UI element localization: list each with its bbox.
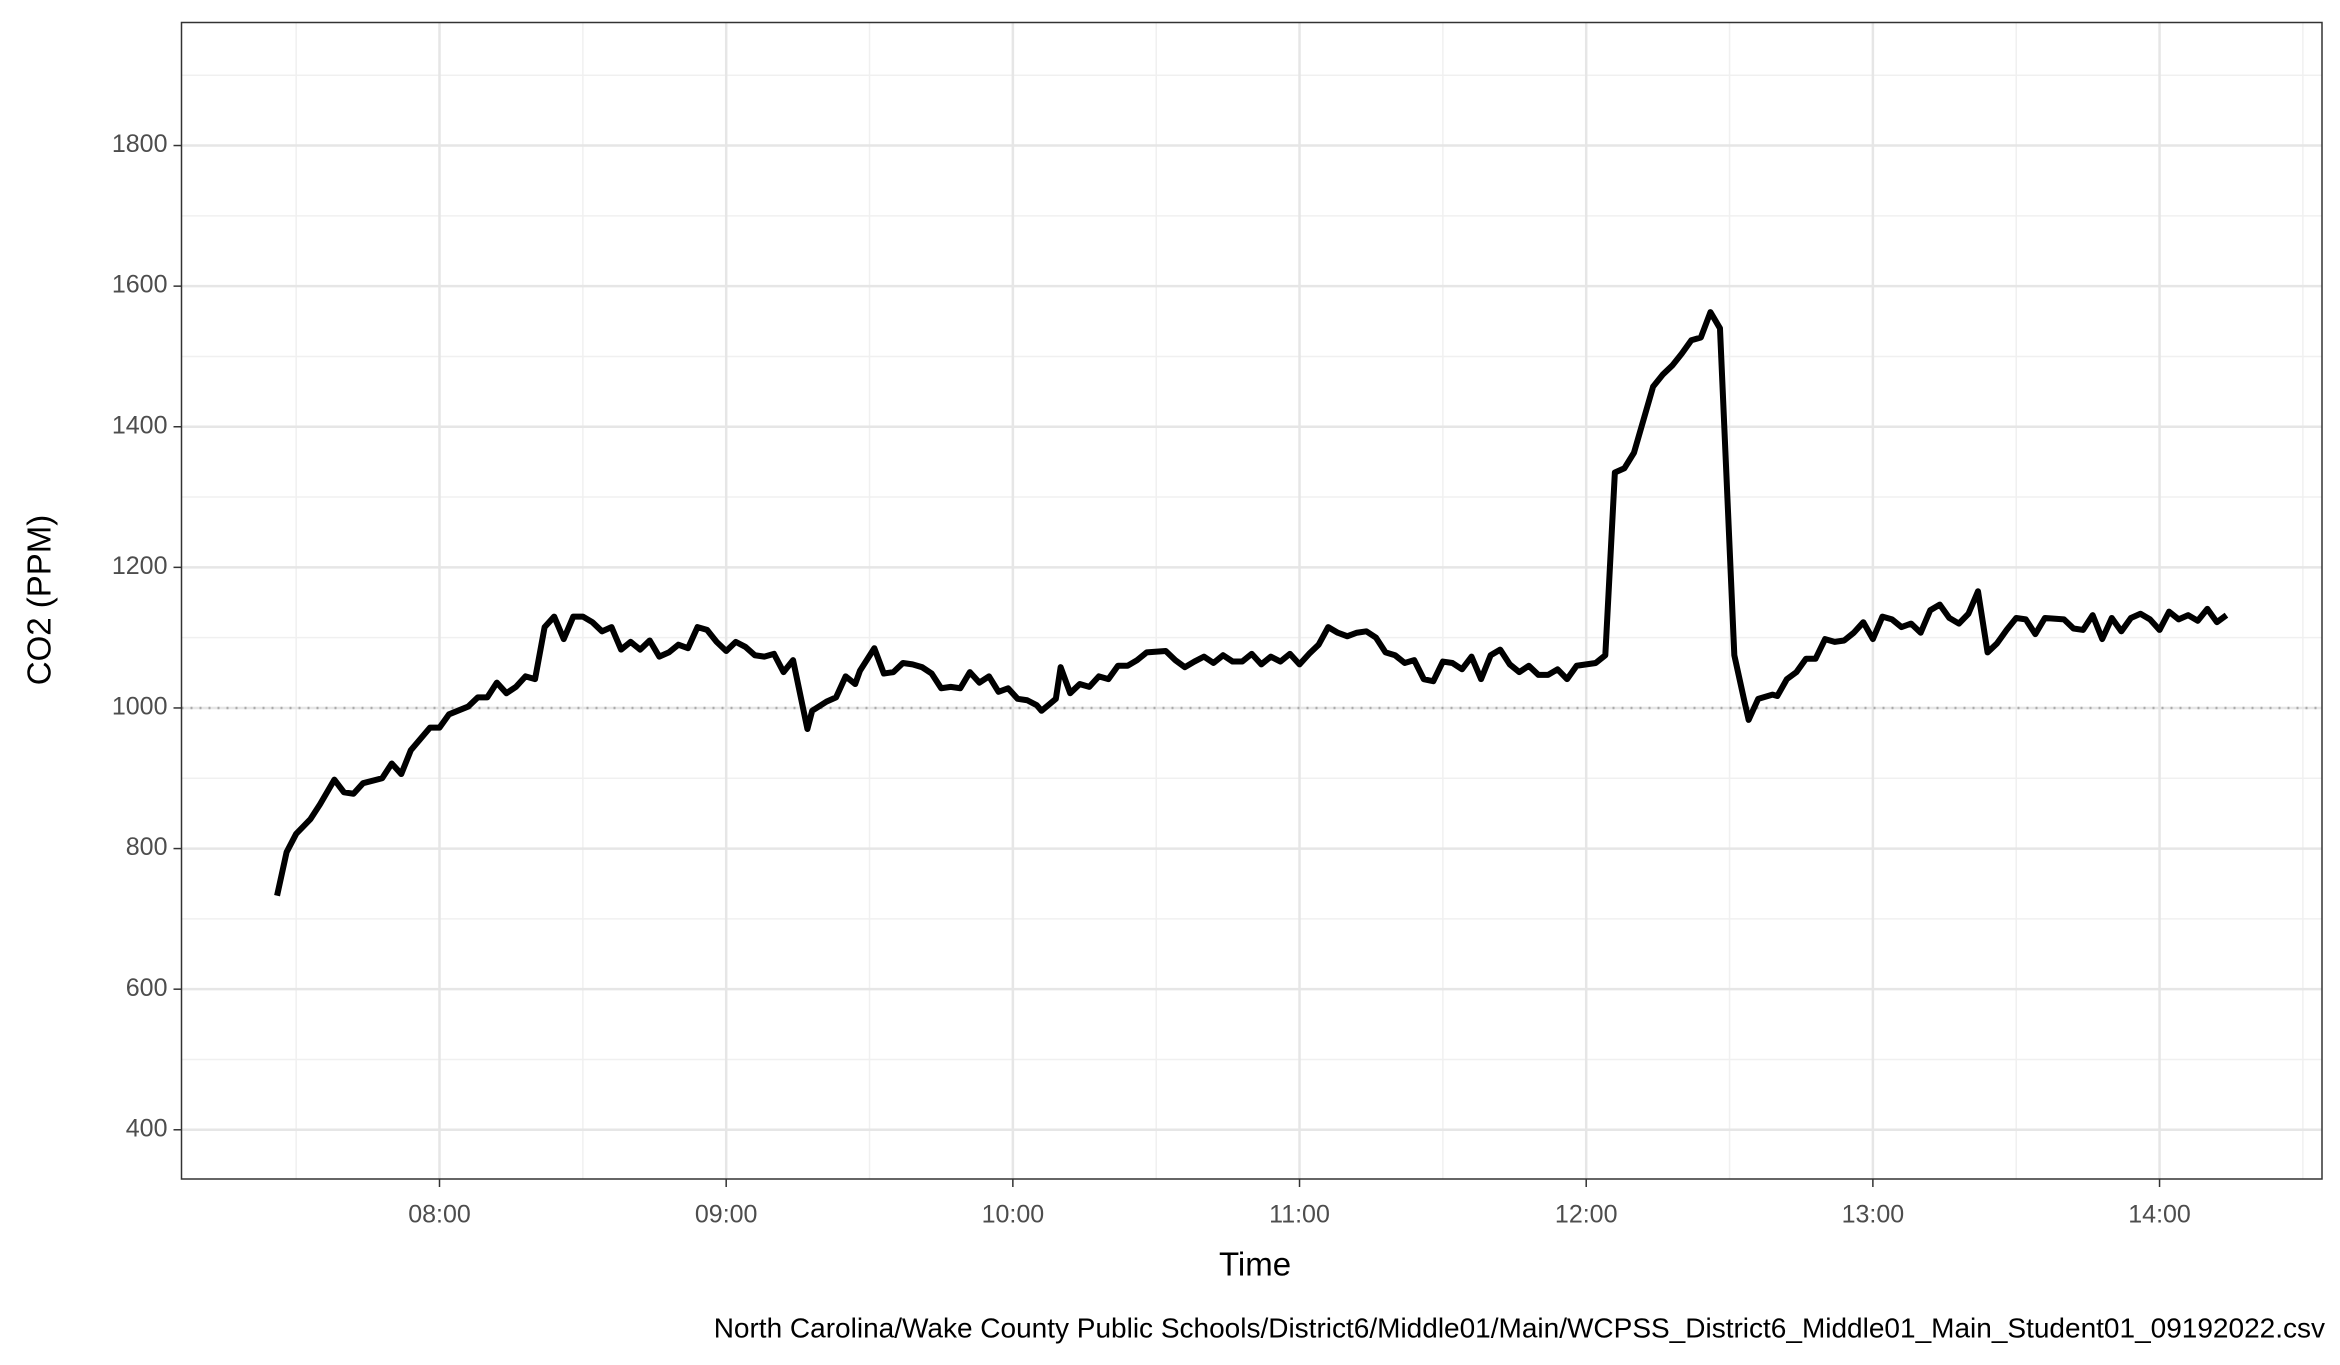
x-tick-label: 13:00 <box>1842 1201 1905 1229</box>
y-tick-label: 600 <box>126 974 168 1002</box>
x-tick-label: 10:00 <box>982 1201 1045 1229</box>
x-tick-label: 08:00 <box>408 1201 471 1229</box>
y-tick-label: 400 <box>126 1114 168 1142</box>
y-tick-label: 1200 <box>112 552 168 580</box>
y-tick-label: 800 <box>126 833 168 861</box>
x-tick-label: 09:00 <box>695 1201 758 1229</box>
plot-border <box>180 21 2323 1180</box>
y-tick-label: 1000 <box>112 693 168 721</box>
y-tick-label: 1800 <box>112 130 168 158</box>
x-axis-title: Time <box>1219 1246 1291 1283</box>
x-tick-label: 12:00 <box>1555 1201 1618 1229</box>
caption: North Carolina/Wake County Public School… <box>714 1312 2325 1343</box>
x-tick-label: 14:00 <box>2128 1201 2191 1229</box>
y-tick-label: 1400 <box>112 411 168 439</box>
x-tick-label: 11:00 <box>1269 1201 1330 1229</box>
y-tick-label: 1600 <box>112 271 168 299</box>
y-axis-title: CO2 (PPM) <box>21 515 58 686</box>
data-line <box>274 309 2229 897</box>
